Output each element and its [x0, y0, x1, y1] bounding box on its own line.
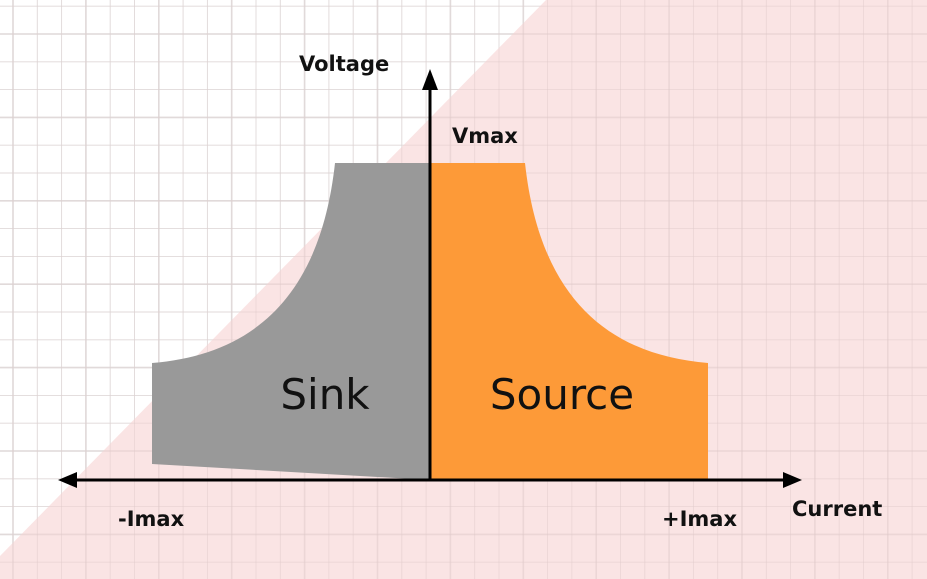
current-axis-right-arrow-icon: [783, 472, 802, 488]
source-label: Source: [490, 370, 634, 419]
voltage-label: Voltage: [299, 52, 389, 76]
vmax-label: Vmax: [452, 124, 518, 148]
sink-label: Sink: [280, 370, 370, 419]
current-label: Current: [792, 497, 882, 521]
source-region: [430, 163, 708, 480]
sink-region: [152, 163, 430, 480]
pos-imax-label: +Imax: [662, 507, 737, 531]
voltage-axis-arrow-icon: [422, 69, 438, 90]
current-axis-left-arrow-icon: [58, 472, 77, 488]
neg-imax-label: -Imax: [118, 507, 185, 531]
